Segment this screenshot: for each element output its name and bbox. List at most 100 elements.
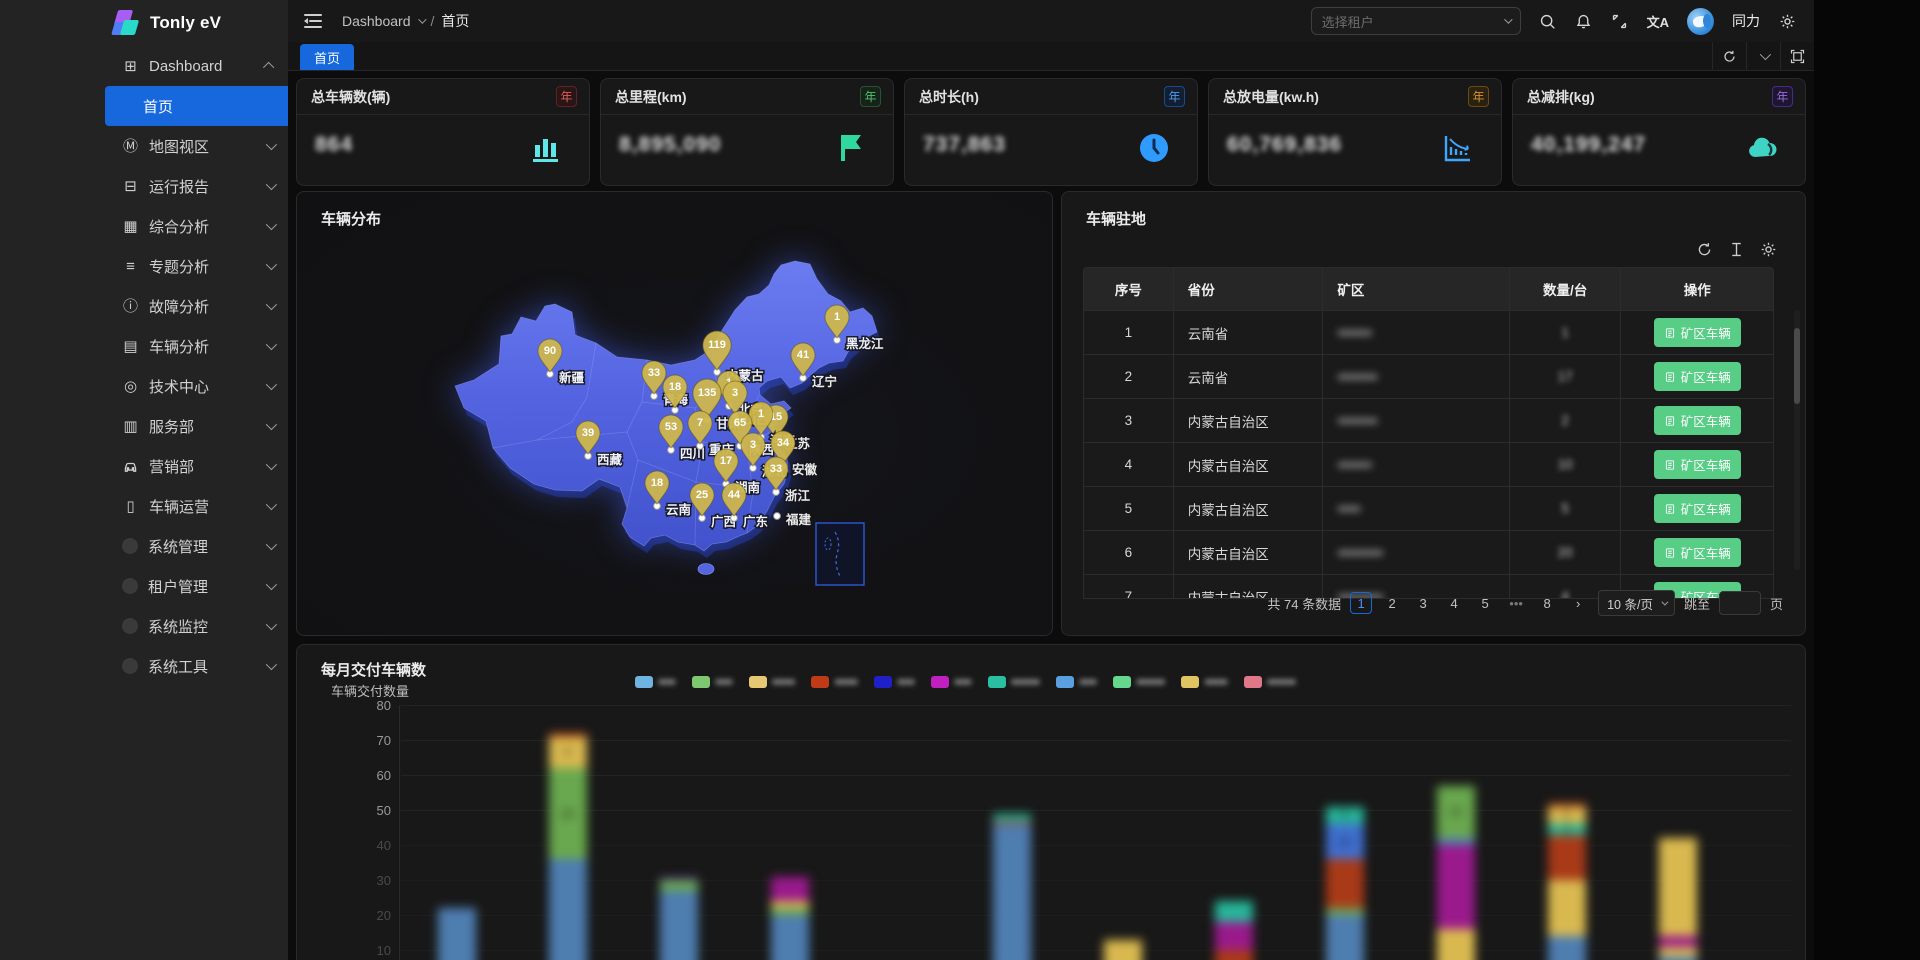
bar-segment-yellow[interactable] (1103, 939, 1142, 960)
bar-segment-yellow[interactable] (770, 901, 809, 908)
bar-segment-red[interactable] (1325, 859, 1364, 908)
bar-segment-teal[interactable] (1214, 901, 1253, 922)
mine-vehicles-button[interactable]: 矿区车辆 (1653, 362, 1741, 391)
sidebar-item-13[interactable]: 租户管理 (0, 566, 288, 606)
sidebar-item-0[interactable]: ⊞ Dashboard (0, 46, 288, 86)
page-button-1[interactable]: 1 (1350, 592, 1373, 614)
sidebar-collapse-icon[interactable] (304, 14, 322, 28)
refresh-icon[interactable] (1695, 240, 1713, 258)
sidebar-item-4[interactable]: ▦ 综合分析 (0, 206, 288, 246)
frame-fullscreen-icon[interactable] (1780, 42, 1814, 70)
bar-segment-yellow[interactable] (1658, 946, 1697, 957)
sidebar-item-9[interactable]: ▥ 服务部 (0, 406, 288, 446)
bar-segment-green[interactable] (1325, 908, 1364, 915)
map-pin-福建[interactable]: 福建 (773, 511, 813, 529)
map-pin-西藏[interactable]: 39 西藏 (575, 420, 624, 469)
table-scrollbar[interactable] (1794, 310, 1800, 570)
fullscreen-icon[interactable] (1611, 12, 1629, 30)
map-pin-新疆[interactable]: 90 新疆 (537, 338, 586, 387)
bar-segment-blue[interactable] (1658, 957, 1697, 960)
legend-item-6[interactable]: ●●●●● (987, 676, 1040, 688)
legend-item-8[interactable]: ●●●●● (1113, 676, 1165, 688)
bar-segment-blue[interactable] (992, 824, 1031, 960)
sidebar-item-11[interactable]: ▯ 车辆运营 (0, 486, 288, 526)
jump-page-input[interactable] (1718, 591, 1761, 615)
bar-segment-green[interactable]: 15 (1436, 785, 1475, 838)
sidebar-item-12[interactable]: 系统管理 (0, 526, 288, 566)
mine-vehicles-button[interactable]: 矿区车辆 (1653, 318, 1741, 347)
legend-item-4[interactable]: ●●● (874, 676, 915, 688)
legend-item-9[interactable]: ●●●● (1181, 676, 1228, 688)
mine-vehicles-button[interactable]: 矿区车辆 (1653, 538, 1741, 567)
notifications-bell-icon[interactable] (1575, 12, 1593, 30)
page-button-5[interactable]: 5 (1481, 595, 1489, 611)
map-pin-黑龙江[interactable]: 1 黑龙江 (824, 304, 886, 353)
page-button-8[interactable]: 8 (1543, 595, 1551, 611)
map-pin-7[interactable]: 18 (662, 374, 688, 414)
sidebar-item-6[interactable]: ⓘ 故障分析 (0, 286, 288, 326)
sidebar-item-7[interactable]: ▤ 车辆分析 (0, 326, 288, 366)
bar-segment-magenta[interactable] (1436, 845, 1475, 929)
legend-item-2[interactable]: ●●●● (748, 676, 795, 688)
page-button-2[interactable]: 2 (1388, 595, 1396, 611)
bar-segment-magenta[interactable] (770, 876, 809, 901)
bar-segment-blue[interactable] (1325, 915, 1364, 960)
sidebar-item-15[interactable]: 系统工具 (0, 646, 288, 686)
legend-item-0[interactable]: ●●● (635, 676, 676, 688)
legend-item-5[interactable]: ●●● (930, 676, 972, 688)
bar-segment-red[interactable] (1547, 834, 1586, 880)
map-pin-浙江[interactable]: 33 浙江 (763, 456, 812, 505)
sidebar-item-home[interactable]: 首页 (0, 86, 288, 126)
bar-segment-teal[interactable]: 5 (1325, 806, 1364, 824)
bar-segment-yellow[interactable] (1658, 838, 1697, 936)
bar-segment-magenta[interactable] (1214, 922, 1253, 950)
row-height-icon[interactable] (1727, 240, 1745, 258)
bar-segment-teal[interactable]: 3 (1547, 822, 1586, 836)
gear-icon[interactable] (1778, 12, 1796, 30)
refresh-icon[interactable] (1712, 42, 1746, 70)
legend-item-7[interactable]: ●●● (1056, 676, 1097, 688)
bar-segment-purple[interactable] (659, 876, 698, 880)
bar-segment-blue[interactable] (1436, 838, 1475, 845)
sidebar-item-3[interactable]: ⊟ 运行报告 (0, 166, 288, 206)
bar-segment-teal[interactable] (992, 813, 1031, 821)
translate-icon[interactable]: 文A (1646, 14, 1669, 30)
bar-segment-magenta[interactable] (1658, 936, 1697, 947)
mine-vehicles-button[interactable]: 矿区车辆 (1653, 406, 1741, 435)
bar-segment-red[interactable] (1547, 803, 1586, 807)
bar-segment-yellow[interactable]: 9 (548, 736, 587, 768)
bar-segment-yellow[interactable] (1436, 929, 1475, 960)
next-page-button[interactable]: › (1575, 595, 1581, 611)
username[interactable]: 同力 (1732, 13, 1760, 29)
tenant-select[interactable]: 选择租户 (1310, 7, 1521, 35)
bar-segment-red[interactable] (1214, 950, 1253, 960)
map-pin-云南[interactable]: 18 云南 (644, 470, 693, 519)
sidebar-item-14[interactable]: 系统监控 (0, 606, 288, 646)
breadcrumb[interactable]: Dashboard / 首页 (342, 11, 469, 31)
bar-segment-blue[interactable] (659, 890, 698, 960)
sidebar-item-8[interactable]: ◎ 技术中心 (0, 366, 288, 406)
map-pin-安徽[interactable]: 34 安徽 (770, 430, 819, 479)
bar-segment-blue2[interactable]: 10 (1325, 824, 1364, 859)
bar-segment-blue[interactable] (1547, 936, 1586, 960)
sidebar-item-2[interactable]: Ⓜ 地图视区 (0, 126, 288, 166)
map-pin-广东[interactable]: 44 广东 (721, 482, 770, 531)
bar-segment-blue[interactable] (770, 915, 809, 960)
avatar[interactable] (1687, 7, 1714, 35)
sidebar-item-10[interactable]: 营销部 (0, 446, 288, 486)
sidebar-item-5[interactable]: ≡ 专题分析 (0, 246, 288, 286)
chevron-down-icon[interactable] (1746, 42, 1780, 70)
bar-segment-blue[interactable] (437, 908, 476, 960)
bar-segment-yellow[interactable]: 5 (1547, 806, 1586, 824)
bar-segment-yellow[interactable] (1547, 880, 1586, 936)
page-size-select[interactable]: 10 条/页 (1598, 590, 1675, 616)
legend-item-10[interactable]: ●●●●● (1243, 676, 1296, 688)
bar-segment-green[interactable]: 26 (548, 768, 587, 859)
gear-icon[interactable] (1759, 240, 1777, 258)
bar-segment-green[interactable] (770, 908, 809, 915)
map-pin-辽宁[interactable]: 41 辽宁 (790, 342, 839, 391)
page-button-4[interactable]: 4 (1450, 595, 1458, 611)
bar-segment-blue[interactable] (548, 859, 587, 960)
